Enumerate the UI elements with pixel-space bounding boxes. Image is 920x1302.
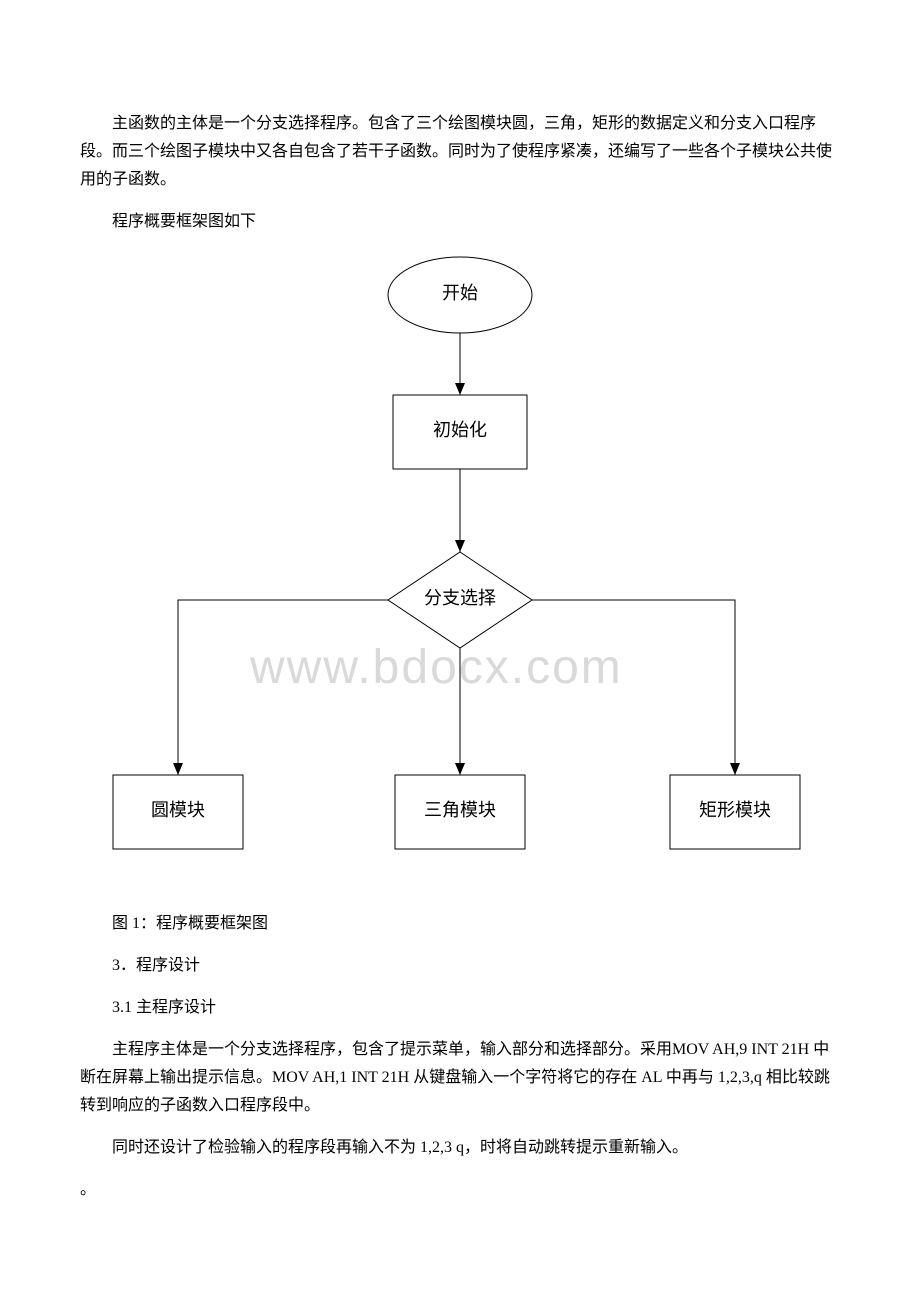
flowchart-svg: 开始初始化分支选择圆模块 三角模块 矩形模块 (80, 250, 840, 880)
paragraph-1: 主函数的主体是一个分支选择程序。包含了三个绘图模块圆，三角，矩形的数据定义和分支… (80, 110, 840, 194)
paragraph-2: 程序概要框架图如下 (80, 208, 840, 236)
section-3-heading: 3．程序设计 (80, 952, 840, 980)
paragraph-4-tail: 。 (80, 1176, 840, 1204)
svg-text:开始: 开始 (442, 283, 478, 303)
paragraph-4: 同时还设计了检验输入的程序段再输入不为 1,2,3 q，时将自动跳转提示重新输入… (80, 1134, 840, 1162)
svg-text:分支选择: 分支选择 (424, 588, 496, 608)
section-3-1-heading: 3.1 主程序设计 (80, 994, 840, 1022)
svg-text:初始化: 初始化 (433, 420, 487, 440)
paragraph-3: 主程序主体是一个分支选择程序，包含了提示菜单，输入部分和选择部分。采用MOV A… (80, 1036, 840, 1120)
flowchart-container: 开始初始化分支选择圆模块三角模块矩形模块 www.bdocx.com (80, 250, 840, 880)
figure-caption: 图 1：程序概要框架图 (80, 910, 840, 938)
svg-text:矩形模块: 矩形模块 (699, 800, 771, 820)
svg-text:圆模块: 圆模块 (151, 800, 205, 820)
svg-text:三角模块: 三角模块 (424, 800, 496, 820)
